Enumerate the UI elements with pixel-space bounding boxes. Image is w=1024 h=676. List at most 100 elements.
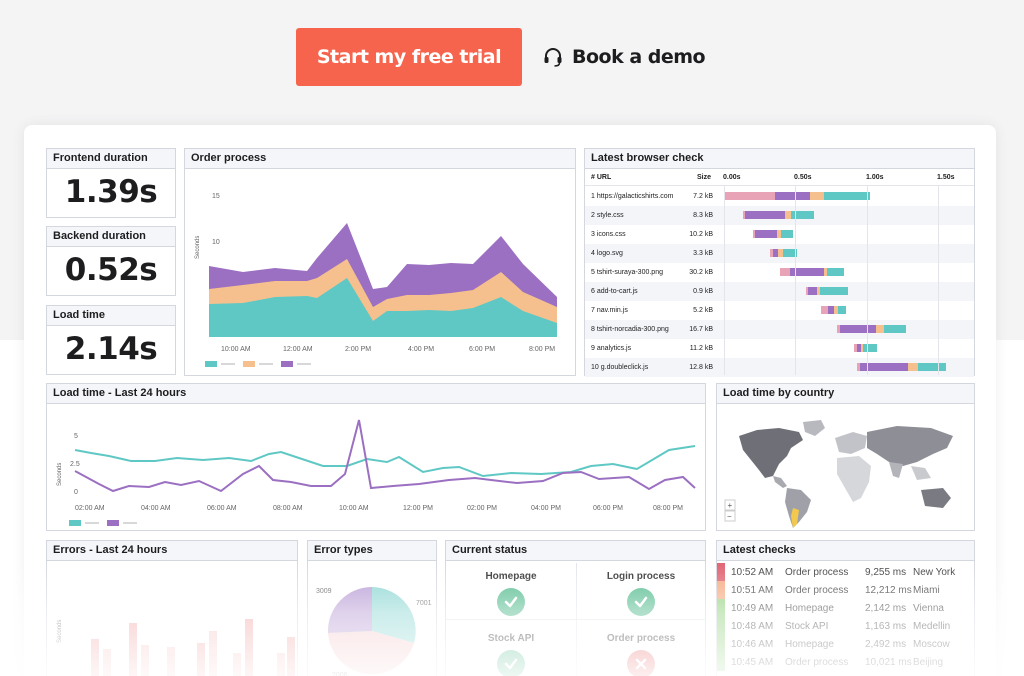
tick-label: 1.50s	[937, 174, 955, 181]
start-free-trial-button[interactable]: Start my free trial	[296, 28, 522, 86]
panel-title: Error types	[308, 541, 436, 561]
browser-check-row[interactable]: 8 tshirt-norcadia-300.png 16.7 kB	[585, 320, 974, 339]
backend-duration-panel: Backend duration 0.52s	[46, 226, 176, 296]
waterfall-segment	[816, 287, 820, 295]
waterfall-segment	[769, 249, 773, 257]
waterfall-segment	[826, 268, 845, 276]
status-homepage[interactable]: Homepage	[446, 571, 576, 616]
check-row[interactable]: 10:46 AM Homepage 2,492 ms Moscow	[717, 635, 974, 653]
x-tick: 08:00 PM	[653, 505, 683, 512]
panel-title: Load time	[47, 306, 175, 326]
browser-check-row[interactable]: 9 analytics.js 11.2 kB	[585, 339, 974, 358]
waterfall-segment	[742, 211, 746, 219]
status-stock-api[interactable]: Stock API	[446, 633, 576, 676]
pie-label: 7001	[416, 600, 432, 607]
browser-check-row[interactable]: 7 nav.min.js 5.2 kB	[585, 301, 974, 320]
error-types-pie: 3009 7001 2006	[316, 587, 432, 676]
world-map: + −	[724, 420, 953, 528]
x-tick: 04:00 AM	[141, 505, 171, 512]
metric-value: 0.52s	[64, 252, 158, 288]
check-city: Beijing	[913, 657, 944, 668]
check-ms: 1,163 ms	[865, 621, 907, 632]
legend-swatch-purple	[107, 520, 119, 526]
y-axis-label: Seconds	[57, 620, 63, 643]
waterfall-segment	[782, 249, 797, 257]
col-url: # URL	[591, 174, 612, 181]
status-name: Stock API	[487, 633, 535, 644]
x-tick: 12:00 PM	[403, 505, 433, 512]
zoom-in-button[interactable]	[724, 499, 736, 511]
resource-size: 10.2 kB	[689, 231, 713, 238]
order-process-chart: Seconds 15 10 5 0 10:00 AM 12:00 AM 2:00…	[195, 179, 557, 367]
y-axis-label: Seconds	[195, 236, 201, 259]
browser-check-row[interactable]: 10 g.doubleclick.js 12.8 kB	[585, 358, 974, 377]
resource-url: 9 analytics.js	[591, 345, 632, 352]
check-row[interactable]: 10:51 AM Order process 12,212 ms Miami	[717, 581, 974, 599]
purple-line	[74, 419, 696, 493]
x-tick: 06:00 PM	[593, 505, 623, 512]
check-time: 10:52 AM	[731, 567, 774, 578]
resource-size: 8.3 kB	[693, 212, 713, 219]
status-login-process[interactable]: Login process	[577, 571, 705, 616]
panel-title: Errors - Last 24 hours	[47, 541, 297, 561]
check-row[interactable]: 10:45 AM Order process 10,021 ms Beijing	[717, 653, 974, 671]
check-row[interactable]: 10:52 AM Order process 9,255 ms New York	[717, 563, 974, 581]
tick-label: 0.50s	[794, 174, 812, 181]
status-order-process[interactable]: Order process	[577, 633, 705, 676]
central-america-shape	[773, 476, 787, 488]
panel-title: Order process	[185, 149, 575, 169]
resource-url: 8 tshirt-norcadia-300.png	[591, 326, 669, 333]
load-time-panel: Load time 2.14s	[46, 305, 176, 375]
zoom-out-label: −	[727, 512, 732, 521]
browser-check-row[interactable]: 5 tshirt-suraya-300.png 30.2 kB	[585, 263, 974, 282]
zoom-out-button[interactable]	[724, 510, 736, 522]
metric-value: 1.39s	[64, 174, 158, 210]
error-types-panel: Error types 3009 7001 2006	[307, 540, 437, 676]
pie-label: 3009	[316, 588, 332, 595]
col-size: Size	[697, 174, 712, 181]
x-tick: 04:00 PM	[531, 505, 561, 512]
check-row[interactable]: 10:48 AM Stock API 1,163 ms Medellin	[717, 617, 974, 635]
greenland-shape	[803, 420, 825, 436]
x-tick: 02:00 PM	[467, 505, 497, 512]
zoom-in-label: +	[728, 501, 733, 510]
browser-check-row[interactable]: 1 https://galacticshirts.com 7.2 kB	[585, 187, 974, 206]
browser-check-row[interactable]: 6 add-to-cart.js 0.9 kB	[585, 282, 974, 301]
browser-check-row[interactable]: 3 icons.css 10.2 kB	[585, 225, 974, 244]
check-row[interactable]: 10:49 AM Homepage 2,142 ms Vienna	[717, 599, 974, 617]
panel-title: Load time by country	[717, 384, 974, 404]
pie-label: 2006	[332, 672, 348, 676]
y-tick: 10	[212, 239, 220, 246]
check-city: Moscow	[913, 639, 950, 650]
browser-check-row[interactable]: 4 logo.svg 3.3 kB	[585, 244, 974, 263]
check-ms: 12,212 ms	[865, 585, 912, 596]
y-tick: 15	[212, 193, 220, 200]
waterfall-segment	[859, 363, 909, 371]
teal-area	[209, 278, 557, 337]
waterfall-segment	[779, 268, 790, 276]
waterfall-segment	[839, 325, 876, 333]
waterfall-segment	[745, 211, 786, 219]
panel-title: Current status	[446, 541, 705, 561]
browser-check-row[interactable]: 2 style.css 8.3 kB	[585, 206, 974, 225]
check-city: Medellin	[913, 621, 951, 632]
waterfall-segment	[789, 268, 825, 276]
book-demo-link[interactable]: Book a demo	[542, 28, 706, 86]
waterfall-segment	[838, 306, 846, 314]
load-time-24h-panel: Load time - Last 24 hours Seconds 5 2.5 …	[46, 383, 706, 531]
asia-shape	[867, 426, 953, 466]
resource-size: 12.8 kB	[689, 364, 713, 371]
status-color-bar	[717, 617, 725, 635]
status-color-bar	[717, 581, 725, 599]
waterfall-segment	[776, 230, 782, 238]
waterfall-segment	[781, 230, 793, 238]
error-bar	[245, 619, 253, 676]
waterfall-segment	[834, 306, 839, 314]
check-time: 10:45 AM	[731, 657, 774, 668]
latest-checks-panel: Latest checks 10:52 AM Order process 9,255…	[716, 540, 975, 676]
europe-shape	[835, 432, 867, 454]
resource-url: 5 tshirt-suraya-300.png	[591, 269, 663, 276]
x-tick: 8:00 PM	[529, 346, 555, 353]
south-america-shape	[785, 488, 811, 528]
check-city: Vienna	[913, 603, 944, 614]
